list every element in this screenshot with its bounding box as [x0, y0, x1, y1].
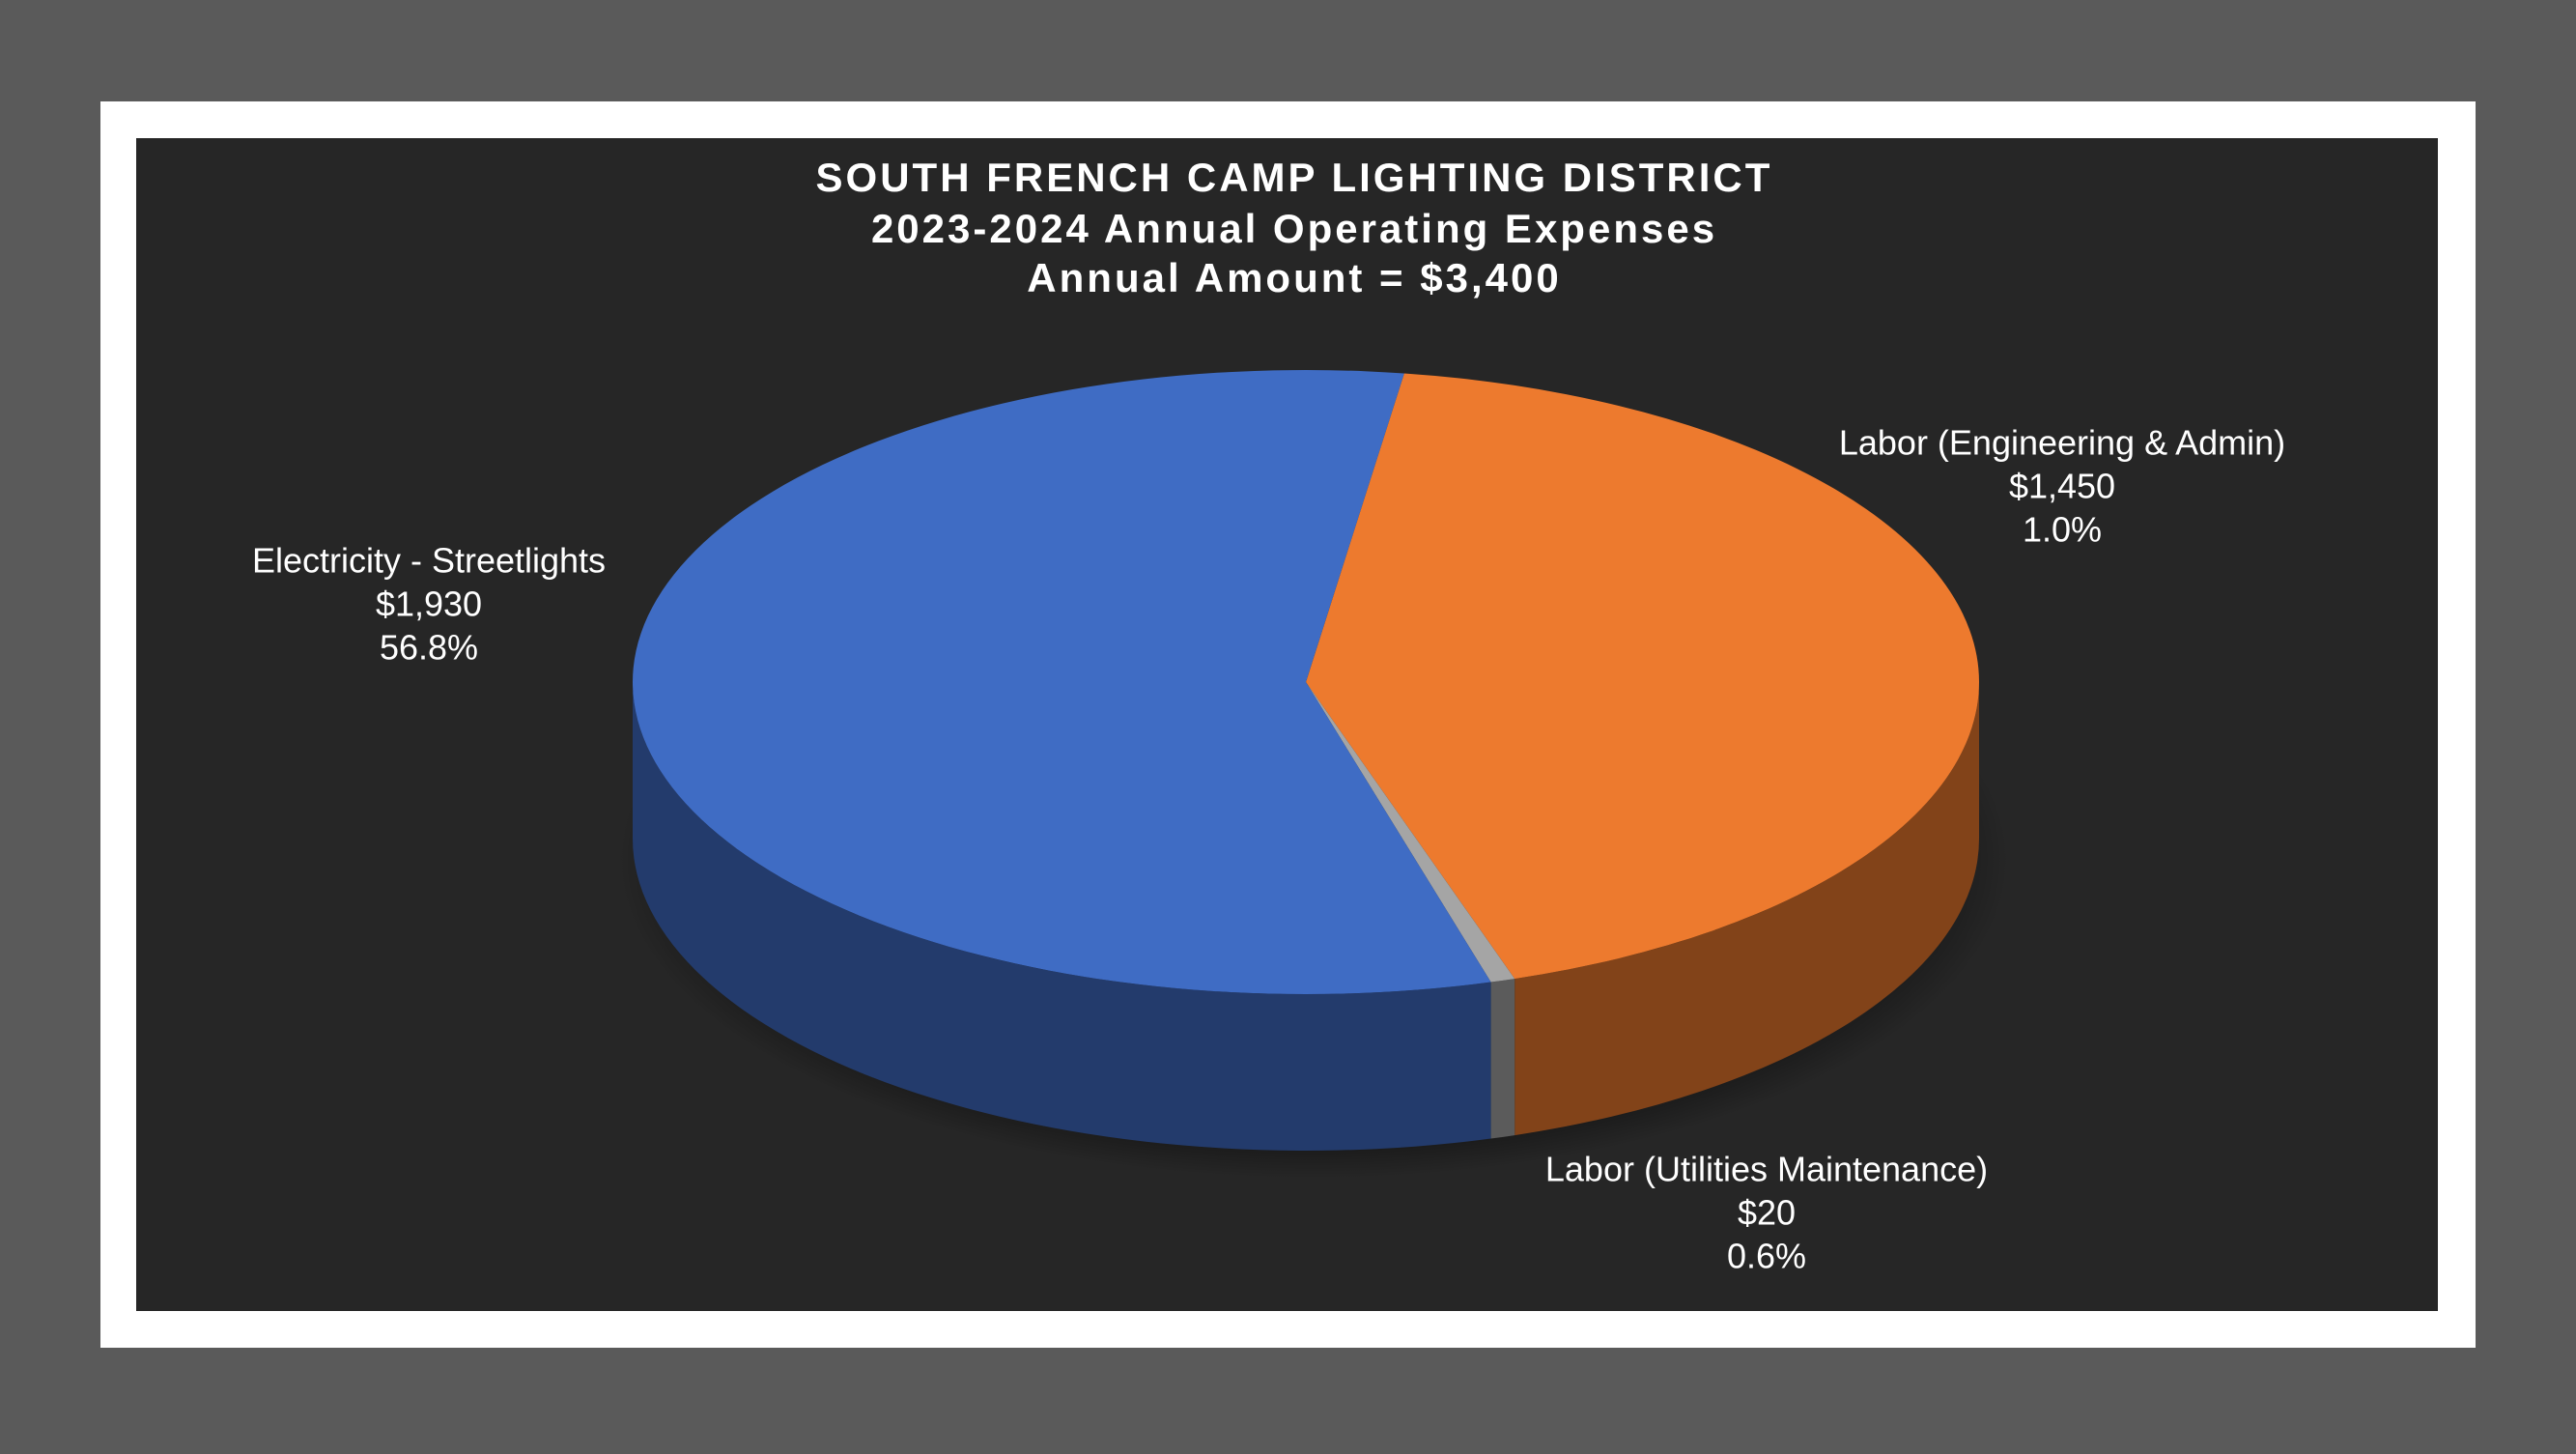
value-label: $20 [1738, 1193, 1796, 1233]
percent-label: 1.0% [2023, 510, 2102, 550]
chart-subtitle: 2023-2024 Annual Operating Expenses [871, 206, 1717, 251]
slice [1306, 682, 1515, 983]
chart-title: SOUTH FRENCH CAMP LIGHTING DISTRICT [816, 155, 1773, 200]
value-label: $1,930 [376, 584, 482, 624]
category-label: Labor (Engineering & Admin) [1839, 423, 2285, 463]
category-label: Electricity - Streetlights [252, 541, 606, 581]
slice-side [633, 682, 1491, 1151]
percent-label: 0.6% [1727, 1237, 1806, 1276]
slice [632, 369, 1491, 995]
slice-side [1490, 979, 1515, 1139]
slice [1306, 373, 1979, 980]
value-label: $1,450 [2009, 467, 2115, 506]
percent-label: 56.8% [380, 628, 478, 668]
chart-subtitle: Annual Amount = $3,400 [1027, 255, 1561, 300]
category-label: Labor (Utilities Maintenance) [1545, 1150, 1988, 1189]
slice-side [1514, 682, 1980, 1136]
